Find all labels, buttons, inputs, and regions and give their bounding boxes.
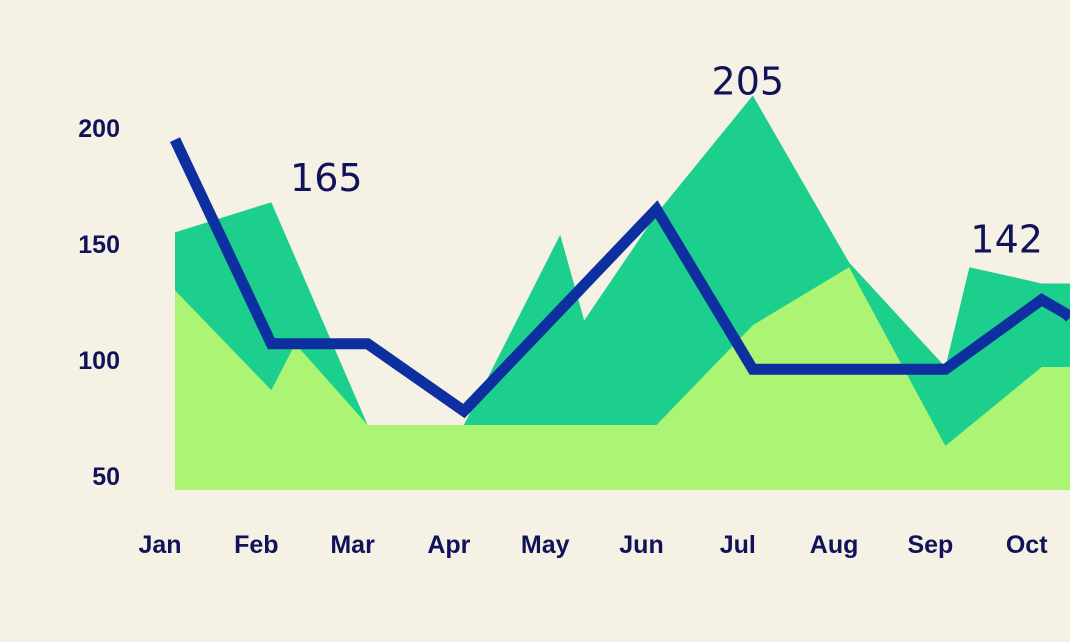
- x-tick-label: Jul: [720, 531, 756, 559]
- data-label: 165: [290, 156, 363, 200]
- x-tick-label: Aug: [810, 531, 859, 559]
- x-tick-label: Mar: [330, 531, 375, 559]
- y-tick-label: 100: [78, 347, 120, 375]
- x-tick-label: Jan: [138, 531, 181, 559]
- line-series-group: [170, 137, 1070, 419]
- line-series-2: [170, 137, 1070, 419]
- y-tick-label: 50: [92, 463, 120, 491]
- x-tick-label: Feb: [234, 531, 278, 559]
- x-axis: Jan Feb Mar Apr May Jun Jul Aug Sep Oct: [138, 531, 1048, 559]
- x-tick-label: Oct: [1006, 531, 1048, 559]
- x-tick-label: May: [521, 531, 570, 559]
- data-labels: 165 205 142: [290, 59, 1043, 261]
- area-series-group: [175, 95, 1070, 491]
- x-tick-label: Apr: [427, 531, 470, 559]
- y-tick-label: 200: [78, 115, 120, 143]
- y-axis: 50 100 150 200: [78, 115, 120, 491]
- area-series-1: [175, 267, 1070, 490]
- data-label: 205: [712, 59, 785, 103]
- y-tick-label: 150: [78, 231, 120, 259]
- x-tick-label: Sep: [907, 531, 953, 559]
- x-tick-label: Jun: [619, 531, 663, 559]
- data-label: 142: [970, 218, 1043, 262]
